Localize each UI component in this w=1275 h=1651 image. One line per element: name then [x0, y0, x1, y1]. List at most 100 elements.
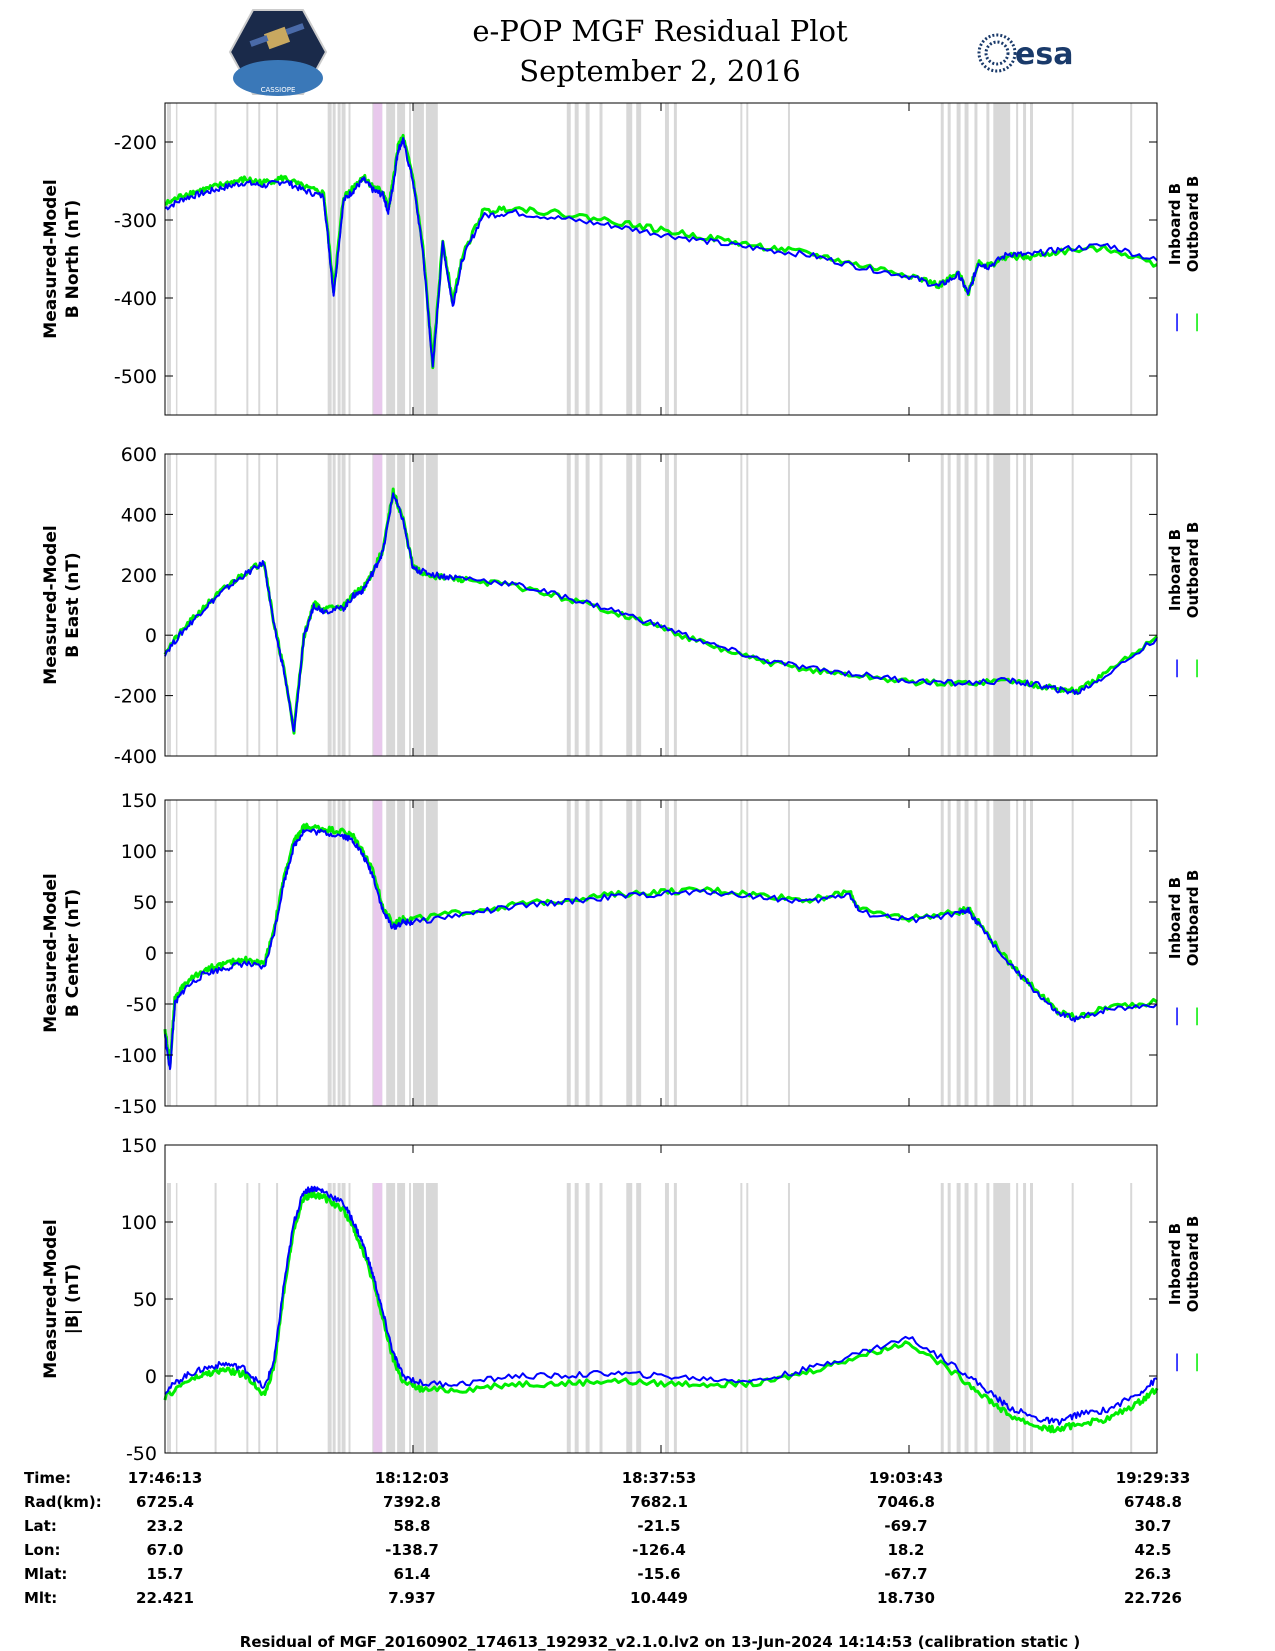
data-gap-band [974, 800, 978, 1106]
y-tick-label: 100 [121, 1212, 157, 1234]
data-gap-band [409, 800, 412, 1106]
data-gap-band [1130, 1183, 1133, 1453]
data-gap-band [986, 103, 990, 415]
data-gap-band [175, 1183, 178, 1453]
data-gap-band [740, 103, 743, 415]
legend-outboard-symbol: | [1194, 1351, 1200, 1372]
data-gap-band [986, 1183, 990, 1453]
cassiope-logo: CASSIOPE [228, 9, 328, 96]
ephemeris-cell: 6725.4 [136, 1493, 194, 1511]
data-gap-band [341, 103, 346, 415]
data-gap-band [386, 800, 396, 1106]
data-gap-band [276, 103, 279, 415]
y-tick-label: -100 [114, 1045, 157, 1067]
legend-inboard-label: Inboard B [1166, 529, 1184, 611]
y-axis-label: Measured-Model [41, 525, 61, 684]
data-gap-band [166, 103, 171, 415]
data-gap-band [636, 103, 642, 415]
y-tick-label: 50 [133, 892, 157, 914]
data-gap-band [636, 454, 642, 756]
data-gap-band [246, 1183, 249, 1453]
y-tick-label: -400 [114, 288, 157, 310]
highlight-band [373, 103, 383, 415]
data-gap-band [626, 800, 633, 1106]
data-gap-band [341, 800, 346, 1106]
ephemeris-cell: 7392.8 [383, 1493, 441, 1511]
data-gap-band [1071, 800, 1074, 1106]
data-gap-band [348, 1183, 351, 1453]
y-tick-label: -50 [126, 1443, 157, 1465]
data-gap-band [986, 454, 990, 756]
data-gap-band [599, 454, 603, 756]
data-gap-band [1071, 454, 1074, 756]
ephemeris-cell: -69.7 [884, 1517, 928, 1535]
ephemeris-cell: 42.5 [1134, 1541, 1172, 1559]
ephemeris-cell: 22.726 [1124, 1589, 1182, 1607]
data-gap-band [940, 800, 944, 1106]
data-gap-band [425, 800, 438, 1106]
ephemeris-cell: 26.3 [1134, 1565, 1172, 1583]
data-gap-band [425, 103, 438, 415]
data-gap-band [175, 800, 178, 1106]
data-gap-band [1016, 454, 1019, 756]
data-gap-band [599, 103, 603, 415]
y-tick-label: 200 [121, 565, 157, 587]
data-gap-band [214, 103, 217, 415]
ephemeris-cell: 30.7 [1134, 1517, 1172, 1535]
highlight-band [373, 1183, 383, 1453]
data-gap-band [246, 103, 249, 415]
y-tick-label: -400 [114, 746, 157, 768]
ephemeris-cell: 61.4 [393, 1565, 431, 1583]
legend-inboard-symbol: | [1174, 311, 1180, 332]
legend-outboard-label: Outboard B [1184, 870, 1202, 967]
data-gap-band [664, 454, 669, 756]
data-gap-band [1130, 800, 1133, 1106]
data-gap-band [626, 1183, 633, 1453]
data-gap-band [986, 800, 990, 1106]
data-gap-band [409, 103, 412, 415]
data-gap-band [1023, 454, 1027, 756]
y-tick-label: -200 [114, 686, 157, 708]
data-gap-band [626, 103, 633, 415]
data-gap-band [276, 454, 279, 756]
data-gap-band [1030, 1183, 1033, 1453]
data-gap-band [740, 1183, 743, 1453]
data-gap-band [940, 103, 944, 415]
y-tick-label: 400 [121, 504, 157, 526]
data-gap-band [332, 1183, 336, 1453]
data-gap-band [956, 1183, 961, 1453]
y-axis-label: |B| (nT) [63, 1264, 83, 1335]
data-gap-band [664, 800, 669, 1106]
data-gap-band [1071, 103, 1074, 415]
data-gap-band [337, 454, 341, 756]
data-gap-band [626, 454, 633, 756]
data-gap-band [746, 800, 749, 1106]
y-tick-label: -300 [114, 210, 157, 232]
data-gap-band [956, 454, 961, 756]
ephemeris-cell: 18.730 [877, 1589, 935, 1607]
data-gap-band [276, 1183, 279, 1453]
data-gap-band [599, 1183, 603, 1453]
data-gap-band [1030, 454, 1033, 756]
data-gap-band [413, 103, 424, 415]
y-axis-label: B Center (nT) [63, 889, 83, 1017]
y-axis-label: Measured-Model [41, 179, 61, 338]
data-gap-band [258, 103, 261, 415]
y-axis-label: Measured-Model [41, 1219, 61, 1378]
data-gap-band [947, 454, 951, 756]
data-gap-band [337, 103, 341, 415]
ephemeris-cell: 18:12:03 [374, 1469, 450, 1487]
data-gap-band [636, 800, 642, 1106]
data-gap-band [413, 1183, 424, 1453]
data-gap-band [337, 1183, 341, 1453]
data-gap-band [664, 1183, 669, 1453]
plot-date: September 2, 2016 [519, 54, 801, 88]
ephemeris-cell: 22.421 [136, 1589, 194, 1607]
data-gap-band [740, 800, 743, 1106]
data-gap-band [585, 103, 590, 415]
data-gap-band [397, 800, 406, 1106]
data-gap-band [956, 800, 961, 1106]
data-gap-band [214, 800, 217, 1106]
data-gap-band [964, 454, 969, 756]
